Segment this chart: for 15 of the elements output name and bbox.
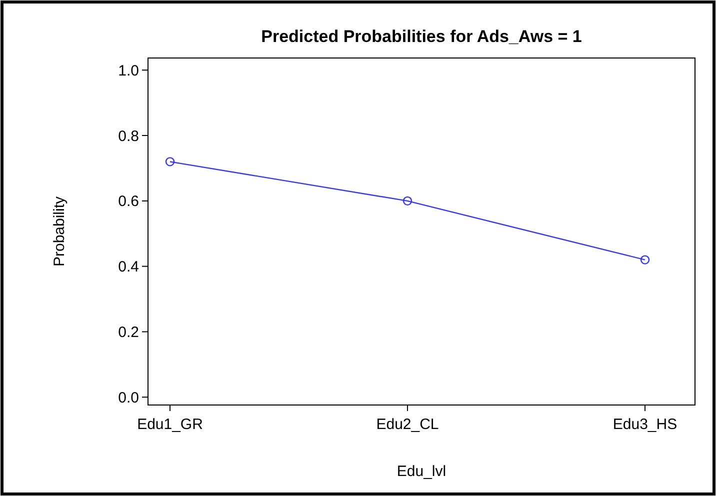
y-axis-title: Probability — [51, 196, 68, 267]
x-tick-label: Edu2_CL — [376, 416, 439, 433]
y-tick-label: 1.0 — [118, 62, 139, 80]
y-tick-label: 0.2 — [118, 324, 139, 341]
x-tick-label: Edu1_GR — [137, 416, 204, 433]
y-tick-label: 0.0 — [118, 389, 139, 406]
y-tick-label: 0.6 — [118, 193, 139, 210]
y-tick-label: 0.8 — [118, 128, 139, 145]
y-tick-label: 0.4 — [118, 258, 139, 276]
x-tick-label: Edu3_HS — [612, 416, 678, 433]
point — [402, 196, 412, 206]
point — [165, 157, 175, 166]
chart-title: Predicted Probabilities for Ads_Aws = 1 — [261, 27, 582, 46]
x-axis-title: Edu_lvl — [396, 463, 446, 480]
point — [640, 255, 650, 264]
